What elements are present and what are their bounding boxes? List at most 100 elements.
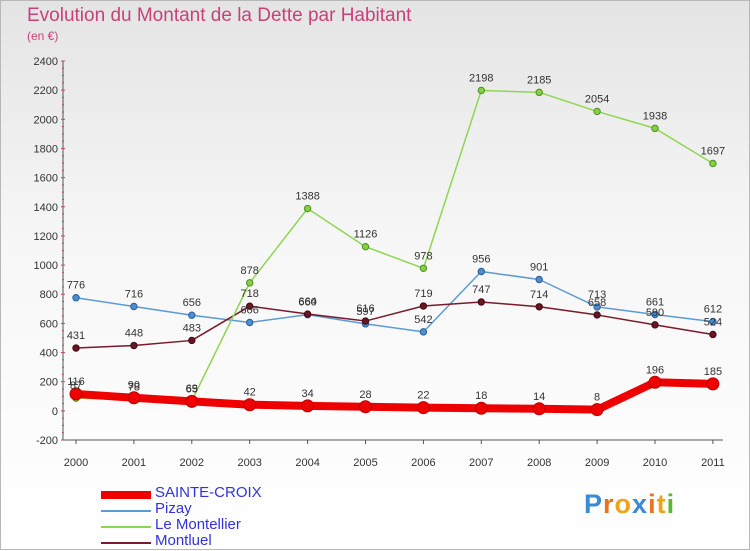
data-label-montluel: 658 bbox=[588, 297, 606, 309]
data-labels: 776 716 656 606 660 597 542 956 901 713 661 612 431 4… bbox=[67, 72, 725, 403]
data-label-sainte-croix: 8 bbox=[594, 392, 600, 404]
data-label-pizay: 612 bbox=[704, 304, 722, 316]
data-label-montluel: 664 bbox=[298, 296, 316, 308]
legend-swatch bbox=[101, 526, 151, 528]
data-label-montluel: 747 bbox=[472, 284, 490, 296]
data-point-pizay bbox=[593, 303, 601, 311]
data-point-pizay bbox=[246, 318, 254, 327]
data-point-pizay bbox=[535, 275, 543, 284]
x-tick-label: 2011 bbox=[701, 457, 725, 469]
data-point-le-montellier bbox=[419, 264, 428, 272]
data-point-montluel bbox=[419, 302, 428, 310]
data-label-sainte-croix: 28 bbox=[359, 389, 371, 401]
data-point-pizay bbox=[188, 311, 196, 319]
y-tick-label: 1400 bbox=[34, 202, 58, 214]
data-label-montluel: 714 bbox=[530, 289, 548, 301]
x-tick-label: 2005 bbox=[353, 457, 377, 469]
data-label-pizay: 713 bbox=[588, 289, 606, 301]
data-point-sainte-croix bbox=[69, 387, 83, 401]
axes: -200 0 200 400 600 800 1000 1200 1400 1600 1800 200… bbox=[34, 56, 725, 469]
data-point-montluel bbox=[709, 330, 717, 339]
data-label-pizay: 660 bbox=[298, 297, 316, 309]
data-label-montluel: 483 bbox=[183, 322, 201, 334]
series-line-sainte-croix bbox=[72, 378, 717, 414]
data-point-pizay bbox=[709, 317, 717, 326]
data-point-pizay bbox=[477, 267, 485, 276]
y-tick-label: 400 bbox=[40, 348, 58, 360]
x-tick-label: 2000 bbox=[64, 457, 88, 469]
y-tick-label: -200 bbox=[36, 435, 58, 447]
data-point-le-montellier bbox=[246, 279, 254, 287]
x-tick-label: 2006 bbox=[411, 457, 435, 469]
y-tick-label: 2000 bbox=[34, 114, 58, 126]
data-label-pizay: 956 bbox=[472, 253, 490, 265]
data-label-sainte-croix: 22 bbox=[417, 390, 429, 402]
data-point-sainte-croix bbox=[359, 400, 372, 414]
logo-letter: r bbox=[603, 489, 615, 519]
x-tick-label: 2002 bbox=[180, 457, 204, 469]
y-tick-label: 1200 bbox=[34, 231, 58, 243]
data-point-montluel bbox=[361, 317, 370, 325]
legend-label: Pizay bbox=[155, 500, 192, 517]
x-tick-label: 2007 bbox=[469, 457, 493, 469]
data-point-le-montellier bbox=[477, 86, 485, 95]
series-line-le-montellier bbox=[75, 89, 714, 402]
logo-letter: x bbox=[632, 489, 649, 519]
data-label-montluel: 718 bbox=[241, 288, 259, 300]
chart-subtitle: (en €) bbox=[27, 29, 59, 43]
logo-letter: i bbox=[648, 489, 657, 519]
data-point-montluel bbox=[130, 341, 138, 350]
legend-swatch bbox=[101, 510, 151, 512]
data-label-montluel: 616 bbox=[356, 303, 374, 315]
data-point-le-montellier bbox=[709, 159, 717, 168]
data-label-pizay: 606 bbox=[241, 305, 259, 317]
data-label-montluel: 431 bbox=[67, 330, 85, 342]
data-point-montluel bbox=[535, 303, 543, 311]
legend-label: Le Montellier bbox=[155, 516, 241, 533]
y-tick-label: 600 bbox=[40, 318, 58, 330]
data-label-sainte-croix: 34 bbox=[301, 388, 313, 400]
data-point-sainte-croix bbox=[706, 377, 720, 391]
data-point-montluel bbox=[72, 344, 80, 352]
data-point-montluel bbox=[593, 311, 601, 319]
data-label-pizay: 656 bbox=[183, 297, 201, 309]
data-point-montluel bbox=[188, 336, 196, 345]
data-label-le-montellier: 978 bbox=[414, 250, 432, 262]
y-tick-label: 0 bbox=[52, 406, 58, 418]
y-tick-label: 1000 bbox=[34, 260, 58, 272]
x-tick-label: 2008 bbox=[527, 457, 551, 469]
data-point-pizay bbox=[651, 310, 659, 319]
data-point-le-montellier bbox=[303, 204, 312, 213]
x-tick-label: 2010 bbox=[643, 457, 667, 469]
data-point-pizay bbox=[130, 302, 138, 311]
data-label-pizay: 542 bbox=[414, 314, 432, 326]
data-point-sainte-croix bbox=[474, 401, 488, 415]
data-label-montluel: 719 bbox=[414, 288, 432, 300]
data-point-montluel bbox=[246, 302, 254, 310]
logo-letter: i bbox=[666, 489, 676, 519]
data-point-sainte-croix bbox=[243, 398, 257, 412]
data-point-montluel bbox=[477, 298, 485, 306]
data-label-sainte-croix: 42 bbox=[244, 387, 256, 399]
data-label-le-montellier: 2198 bbox=[469, 72, 493, 84]
y-tick-label: 2200 bbox=[34, 85, 58, 97]
y-tick-label: 1800 bbox=[34, 143, 58, 155]
logo-letter: P bbox=[584, 489, 604, 519]
data-label-le-montellier: 878 bbox=[241, 265, 259, 277]
series-line-montluel bbox=[75, 301, 714, 349]
data-point-le-montellier bbox=[593, 107, 601, 116]
data-label-sainte-croix: 196 bbox=[646, 364, 664, 376]
data-label-le-montellier: 78 bbox=[128, 381, 140, 393]
data-point-le-montellier bbox=[535, 88, 543, 97]
legend-label: Montluel bbox=[155, 532, 212, 549]
data-label-le-montellier: 1938 bbox=[643, 110, 667, 122]
data-label-le-montellier: 2054 bbox=[585, 93, 609, 105]
data-label-pizay: 776 bbox=[67, 280, 85, 292]
legend-swatch bbox=[101, 542, 151, 544]
data-label-pizay: 901 bbox=[530, 262, 548, 274]
data-point-sainte-croix bbox=[301, 399, 315, 413]
data-point-sainte-croix bbox=[532, 402, 546, 416]
data-label-le-montellier: 69 bbox=[186, 383, 198, 395]
data-point-sainte-croix bbox=[416, 401, 430, 415]
